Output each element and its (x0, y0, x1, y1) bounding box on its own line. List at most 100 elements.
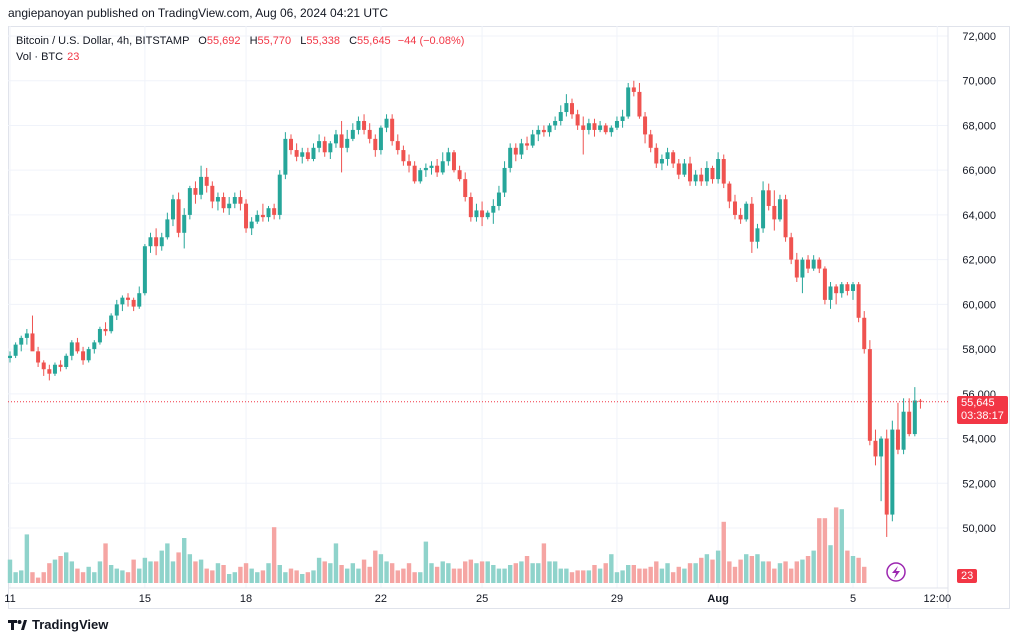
volume-bar (519, 561, 524, 583)
volume-bar (92, 572, 97, 583)
candle-body (435, 165, 440, 173)
candle-body (277, 174, 282, 215)
volume-bar (13, 572, 18, 583)
candle-body (851, 284, 855, 291)
candle-body (232, 197, 237, 204)
volume-bar (120, 570, 125, 583)
volume-bar (170, 561, 176, 583)
volume-bar (732, 566, 738, 583)
candle-body (244, 203, 249, 229)
candle-body (289, 138, 293, 151)
volume-bar (524, 556, 530, 583)
volume-bar (226, 574, 232, 583)
candle-body (749, 203, 754, 242)
candle-body (362, 120, 367, 130)
candle-body (109, 315, 114, 332)
volume-bar (845, 550, 850, 583)
candle-body (766, 190, 771, 206)
candle-body (530, 134, 535, 146)
candle-body (586, 123, 591, 130)
volume-bar (715, 550, 721, 583)
volume-bar (114, 568, 119, 583)
volume-bar (536, 563, 541, 583)
candle-body (716, 159, 721, 180)
volume-badge: 23 (957, 569, 978, 583)
candle-body (502, 167, 507, 193)
volume-bar (699, 557, 704, 583)
candle-body (238, 197, 243, 204)
candle-body (142, 246, 147, 294)
tradingview-footer[interactable]: TradingView (8, 617, 108, 632)
volume-bar (19, 570, 24, 583)
x-tick-label: 5 (850, 593, 856, 605)
candle-body (165, 219, 170, 238)
candle-body (468, 197, 473, 218)
candle-body (328, 143, 333, 153)
volume-bar (434, 566, 440, 583)
candle-body (367, 129, 372, 139)
candle-body (407, 161, 412, 166)
x-tick-label: 15 (139, 593, 151, 605)
tradingview-brand: TradingView (32, 617, 109, 632)
volume-bar (131, 559, 136, 583)
candle-body (783, 199, 788, 238)
candle-body (339, 134, 344, 148)
candle-body (401, 150, 406, 162)
y-tick-label: 50,000 (962, 523, 996, 535)
candle-body (676, 163, 681, 175)
volume-bar (496, 568, 502, 583)
volume-bar (513, 563, 518, 583)
volume-bar (30, 572, 35, 583)
candle-body (710, 167, 715, 180)
candle-body (418, 170, 423, 182)
candle-body (665, 152, 670, 159)
candle-body (654, 147, 659, 164)
volume-bar (182, 538, 187, 583)
volume-bar (238, 566, 243, 583)
volume-bar (614, 572, 620, 583)
volume-bar (744, 554, 749, 583)
volume-bar (58, 556, 63, 583)
volume-bar (142, 557, 148, 583)
volume-bar (7, 559, 13, 583)
volume-bar (620, 570, 625, 583)
candle-body (159, 237, 164, 247)
candle-body (255, 214, 260, 222)
candle-body (52, 364, 57, 374)
candle-body (350, 129, 355, 139)
candle-body (918, 400, 923, 402)
volume-bar (569, 572, 575, 583)
volume-bar (772, 568, 777, 583)
candle-body (86, 349, 91, 361)
volume-label[interactable]: Vol · BTC (16, 51, 64, 63)
candle-body (592, 123, 597, 130)
volume-bar (541, 543, 547, 583)
candle-body (36, 351, 41, 363)
candle-body (457, 170, 462, 180)
candle-body (721, 159, 726, 184)
candle-body (564, 103, 569, 113)
close-value: 55,645 (357, 35, 391, 47)
volume-bar (418, 572, 423, 583)
candle-body (317, 141, 322, 148)
candle-body (637, 91, 642, 117)
y-tick-label: 52,000 (962, 478, 996, 490)
volume-bar (176, 552, 181, 583)
last-price-badge: 55,645 03:38:17 (957, 396, 1008, 424)
candle-body (519, 143, 524, 155)
volume-bar (581, 570, 586, 583)
candle-body (693, 174, 698, 182)
candle-body (682, 163, 687, 175)
volume-bar (406, 563, 412, 583)
symbol-label[interactable]: Bitcoin / U.S. Dollar, 4h, BITSTAMP (16, 35, 190, 47)
candle-body (901, 411, 906, 450)
candle-body (671, 152, 676, 164)
volume-bar (805, 556, 811, 583)
x-tick-label: Aug (707, 593, 728, 605)
candle-body (19, 337, 24, 345)
volume-bar (738, 559, 743, 583)
y-tick-label: 62,000 (962, 255, 996, 267)
volume-bar (300, 574, 305, 583)
candle-body (170, 199, 175, 220)
